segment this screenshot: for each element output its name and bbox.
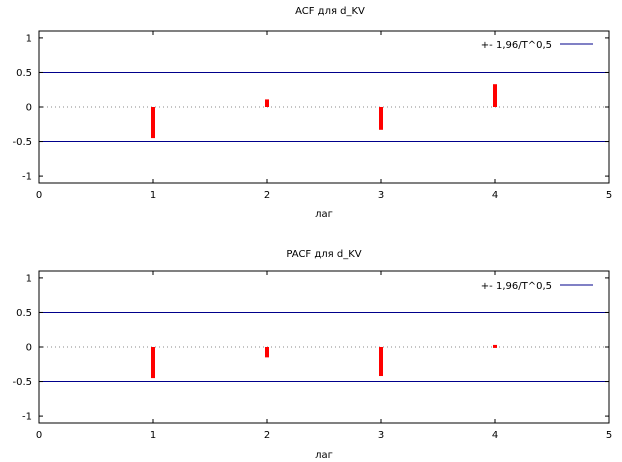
acf-x-tick-label: 0	[36, 190, 42, 201]
pacf-title: PACF для d_KV	[286, 249, 361, 260]
pacf-x-tick-label: 5	[606, 430, 612, 441]
acf-title: ACF для d_KV	[295, 6, 365, 17]
acf-bar-lag-1	[151, 107, 155, 139]
pacf-y-tick-label: 0.5	[16, 308, 32, 319]
acf-x-tick-label: 3	[378, 190, 384, 201]
pacf-x-tick-label: 0	[36, 430, 42, 441]
pacf-x-tick-label: 3	[378, 430, 384, 441]
acf-y-tick-label: 1	[26, 33, 32, 44]
pacf-bar-lag-2	[265, 347, 269, 358]
pacf-y-tick-label: 0	[26, 343, 32, 354]
acf-bar-lag-4	[493, 84, 497, 107]
pacf-y-tick-label: -1	[22, 412, 32, 423]
pacf-y-tick-label: 1	[26, 273, 32, 284]
acf-x-tick-label: 5	[606, 190, 612, 201]
acf-bar-lag-3	[379, 107, 383, 130]
pacf-y-tick-label: -0.5	[12, 377, 32, 388]
pacf-x-tick-label: 4	[492, 430, 498, 441]
pacf-panel: PACF для d_KV лаг +- 1,96/T^0,5 1 0.5 0 -0.…	[12, 249, 612, 461]
acf-y-tick-label: 0	[26, 103, 32, 114]
acf-y-tick-label: 0.5	[16, 68, 32, 79]
pacf-legend-label: +- 1,96/T^0,5	[481, 281, 552, 292]
acf-y-tick-label: -0.5	[12, 137, 32, 148]
acf-y-tick-label: -1	[22, 172, 32, 183]
acf-bar-lag-2	[265, 99, 269, 107]
pacf-x-tick-label: 2	[264, 430, 270, 441]
pacf-bar-lag-3	[379, 347, 383, 377]
pacf-bar-lag-1	[151, 347, 155, 379]
acf-x-axis-label: лаг	[315, 209, 333, 220]
acf-panel: ACF для d_KV лаг +- 1,96/T^0,5 1 0.5 0 -0.5…	[12, 6, 612, 220]
acf-x-tick-label: 1	[150, 190, 156, 201]
acf-x-tick-label: 4	[492, 190, 498, 201]
pacf-x-tick-label: 1	[150, 430, 156, 441]
acf-legend-label: +- 1,96/T^0,5	[481, 40, 552, 51]
pacf-bar-lag-4	[493, 344, 497, 348]
pacf-x-axis-label: лаг	[315, 450, 333, 461]
acf-x-tick-label: 2	[264, 190, 270, 201]
